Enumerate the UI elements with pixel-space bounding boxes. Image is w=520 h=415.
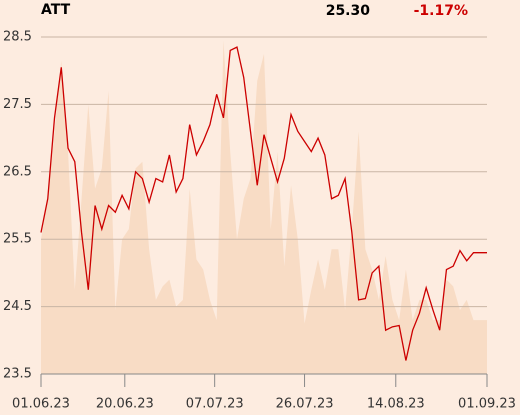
volume-area	[41, 40, 487, 375]
change: -1.17%	[414, 3, 468, 19]
x-tick-label: 20.06.23	[96, 397, 154, 412]
symbol: ATT	[41, 2, 71, 18]
y-tick-label: 27.5	[3, 97, 32, 112]
price-line	[40, 46, 487, 361]
x-tick-label: 14.08.23	[367, 397, 425, 412]
x-tick-label: 07.07.23	[186, 397, 244, 412]
y-tick-label: 26.5	[3, 164, 32, 179]
x-tick-label: 01.09.23	[458, 397, 516, 412]
last-price: 25.30	[326, 3, 371, 19]
x-tick-label: 26.07.23	[276, 397, 334, 412]
y-tick-label: 23.5	[3, 367, 32, 382]
x-tick-label: 01.06.23	[12, 397, 70, 412]
y-tick-label: 28.5	[3, 30, 32, 45]
y-tick-label: 25.5	[3, 232, 32, 247]
y-tick-label: 24.5	[3, 299, 32, 314]
